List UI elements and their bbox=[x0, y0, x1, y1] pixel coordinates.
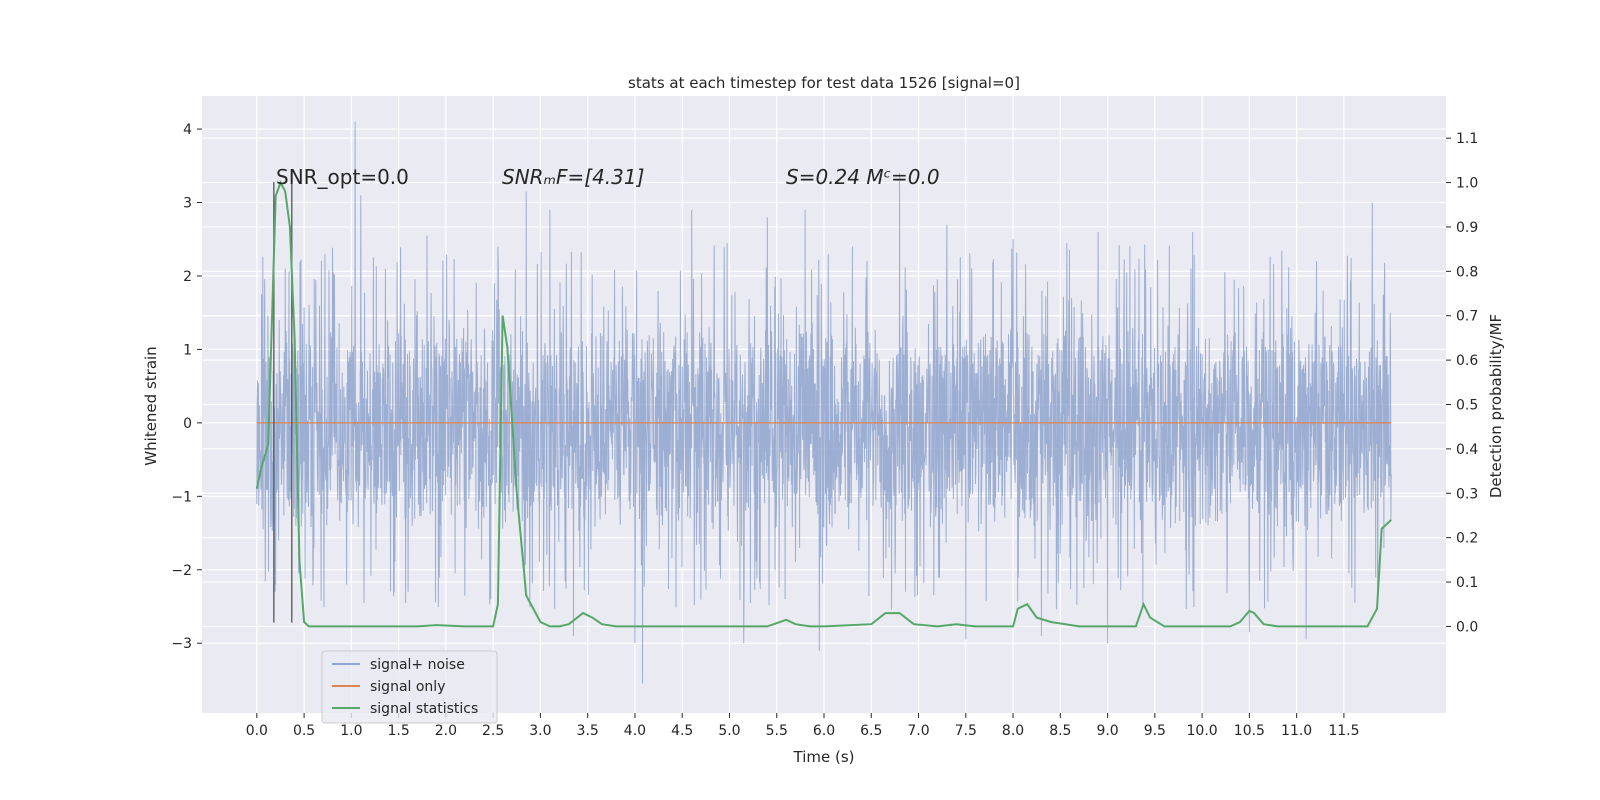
x-tick-label: 6.5 bbox=[860, 723, 882, 739]
x-tick-label: 2.5 bbox=[482, 723, 504, 739]
legend-box bbox=[321, 650, 498, 724]
y2-tick-label: 0.3 bbox=[1456, 486, 1478, 502]
annotation-snr-mf: SNRₘF=[4.31] bbox=[502, 165, 644, 189]
annotation-s-mc: S=0.24 Mᶜ=0.0 bbox=[786, 165, 940, 189]
y2-tick-label: 0.1 bbox=[1456, 575, 1478, 591]
x-tick-label: 0.5 bbox=[293, 723, 315, 739]
x-tick-label: 5.0 bbox=[718, 723, 740, 739]
legend-label-noise: signal+ noise bbox=[370, 657, 465, 673]
axes-layer: 0.0 0.5 1.0 1.5 2.0 2.5 3.0 3.5 4.0 4.5 5.0 5.5 6.0 6… bbox=[171, 122, 1478, 739]
x-tick-label: 1.5 bbox=[387, 723, 409, 739]
series-signal-statistics bbox=[255, 180, 1392, 628]
y-tick-label: −2 bbox=[171, 563, 192, 579]
legend-label-statistics: signal statistics bbox=[370, 701, 478, 717]
y-tick-label: −1 bbox=[171, 489, 192, 505]
y-tick-label: 4 bbox=[183, 122, 192, 138]
y2-tick-label: 0.0 bbox=[1456, 619, 1478, 635]
x-tick-label: 11.5 bbox=[1328, 723, 1359, 739]
annotation-snr-opt: SNR_opt=0.0 bbox=[276, 165, 409, 189]
x-tick-label: 3.0 bbox=[529, 723, 551, 739]
x-tick-label: 6.0 bbox=[813, 723, 835, 739]
x-tick-label: 4.5 bbox=[671, 723, 693, 739]
x-tick-label: 10.5 bbox=[1234, 723, 1265, 739]
y2-tick-label: 0.9 bbox=[1456, 220, 1478, 236]
y2-tick-label: 0.2 bbox=[1456, 531, 1478, 547]
y-tick-label: 0 bbox=[183, 416, 192, 432]
x-tick-label: 9.5 bbox=[1144, 723, 1166, 739]
x-tick-label: 7.0 bbox=[907, 723, 929, 739]
x-tick-label: 2.0 bbox=[435, 723, 457, 739]
y-tick-label: 3 bbox=[183, 196, 192, 212]
x-tick-label: 3.5 bbox=[577, 723, 599, 739]
y2-tick-label: 1.1 bbox=[1456, 131, 1478, 147]
x-tick-label: 10.0 bbox=[1187, 723, 1218, 739]
x-tick-label: 0.0 bbox=[246, 723, 268, 739]
y2-tick-label: 0.8 bbox=[1456, 264, 1478, 280]
x-tick-label: 9.0 bbox=[1096, 723, 1118, 739]
y2-tick-label: 0.5 bbox=[1456, 398, 1478, 414]
y-tick-label: −3 bbox=[171, 636, 192, 652]
y2-tick-label: 1.0 bbox=[1456, 176, 1478, 192]
chart-title: stats at each timestep for test data 152… bbox=[628, 74, 1020, 92]
series-signal-noise bbox=[256, 121, 1392, 684]
x-tick-label: 4.0 bbox=[624, 723, 646, 739]
x-axis-label: Time (s) bbox=[793, 748, 855, 766]
legend: signal+ noise signal only signal statist… bbox=[321, 650, 498, 724]
y2-tick-label: 0.6 bbox=[1456, 353, 1478, 369]
y2-tick-label: 0.4 bbox=[1456, 442, 1478, 458]
series-layer bbox=[255, 121, 1392, 684]
x-tick-label: 8.0 bbox=[1002, 723, 1024, 739]
x-tick-label: 5.5 bbox=[766, 723, 788, 739]
y2-tick-label: 0.7 bbox=[1456, 309, 1478, 325]
legend-label-signal: signal only bbox=[370, 679, 445, 695]
x-tick-label: 11.0 bbox=[1281, 723, 1312, 739]
y-axis-label: Whitened strain bbox=[142, 346, 160, 465]
x-tick-label: 7.5 bbox=[955, 723, 977, 739]
x-tick-label: 8.5 bbox=[1049, 723, 1071, 739]
y2-axis-label: Detection probability/MF bbox=[1487, 314, 1505, 498]
y-tick-label: 1 bbox=[183, 342, 192, 358]
x-tick-label: 1.0 bbox=[340, 723, 362, 739]
y-tick-label: 2 bbox=[183, 269, 192, 285]
